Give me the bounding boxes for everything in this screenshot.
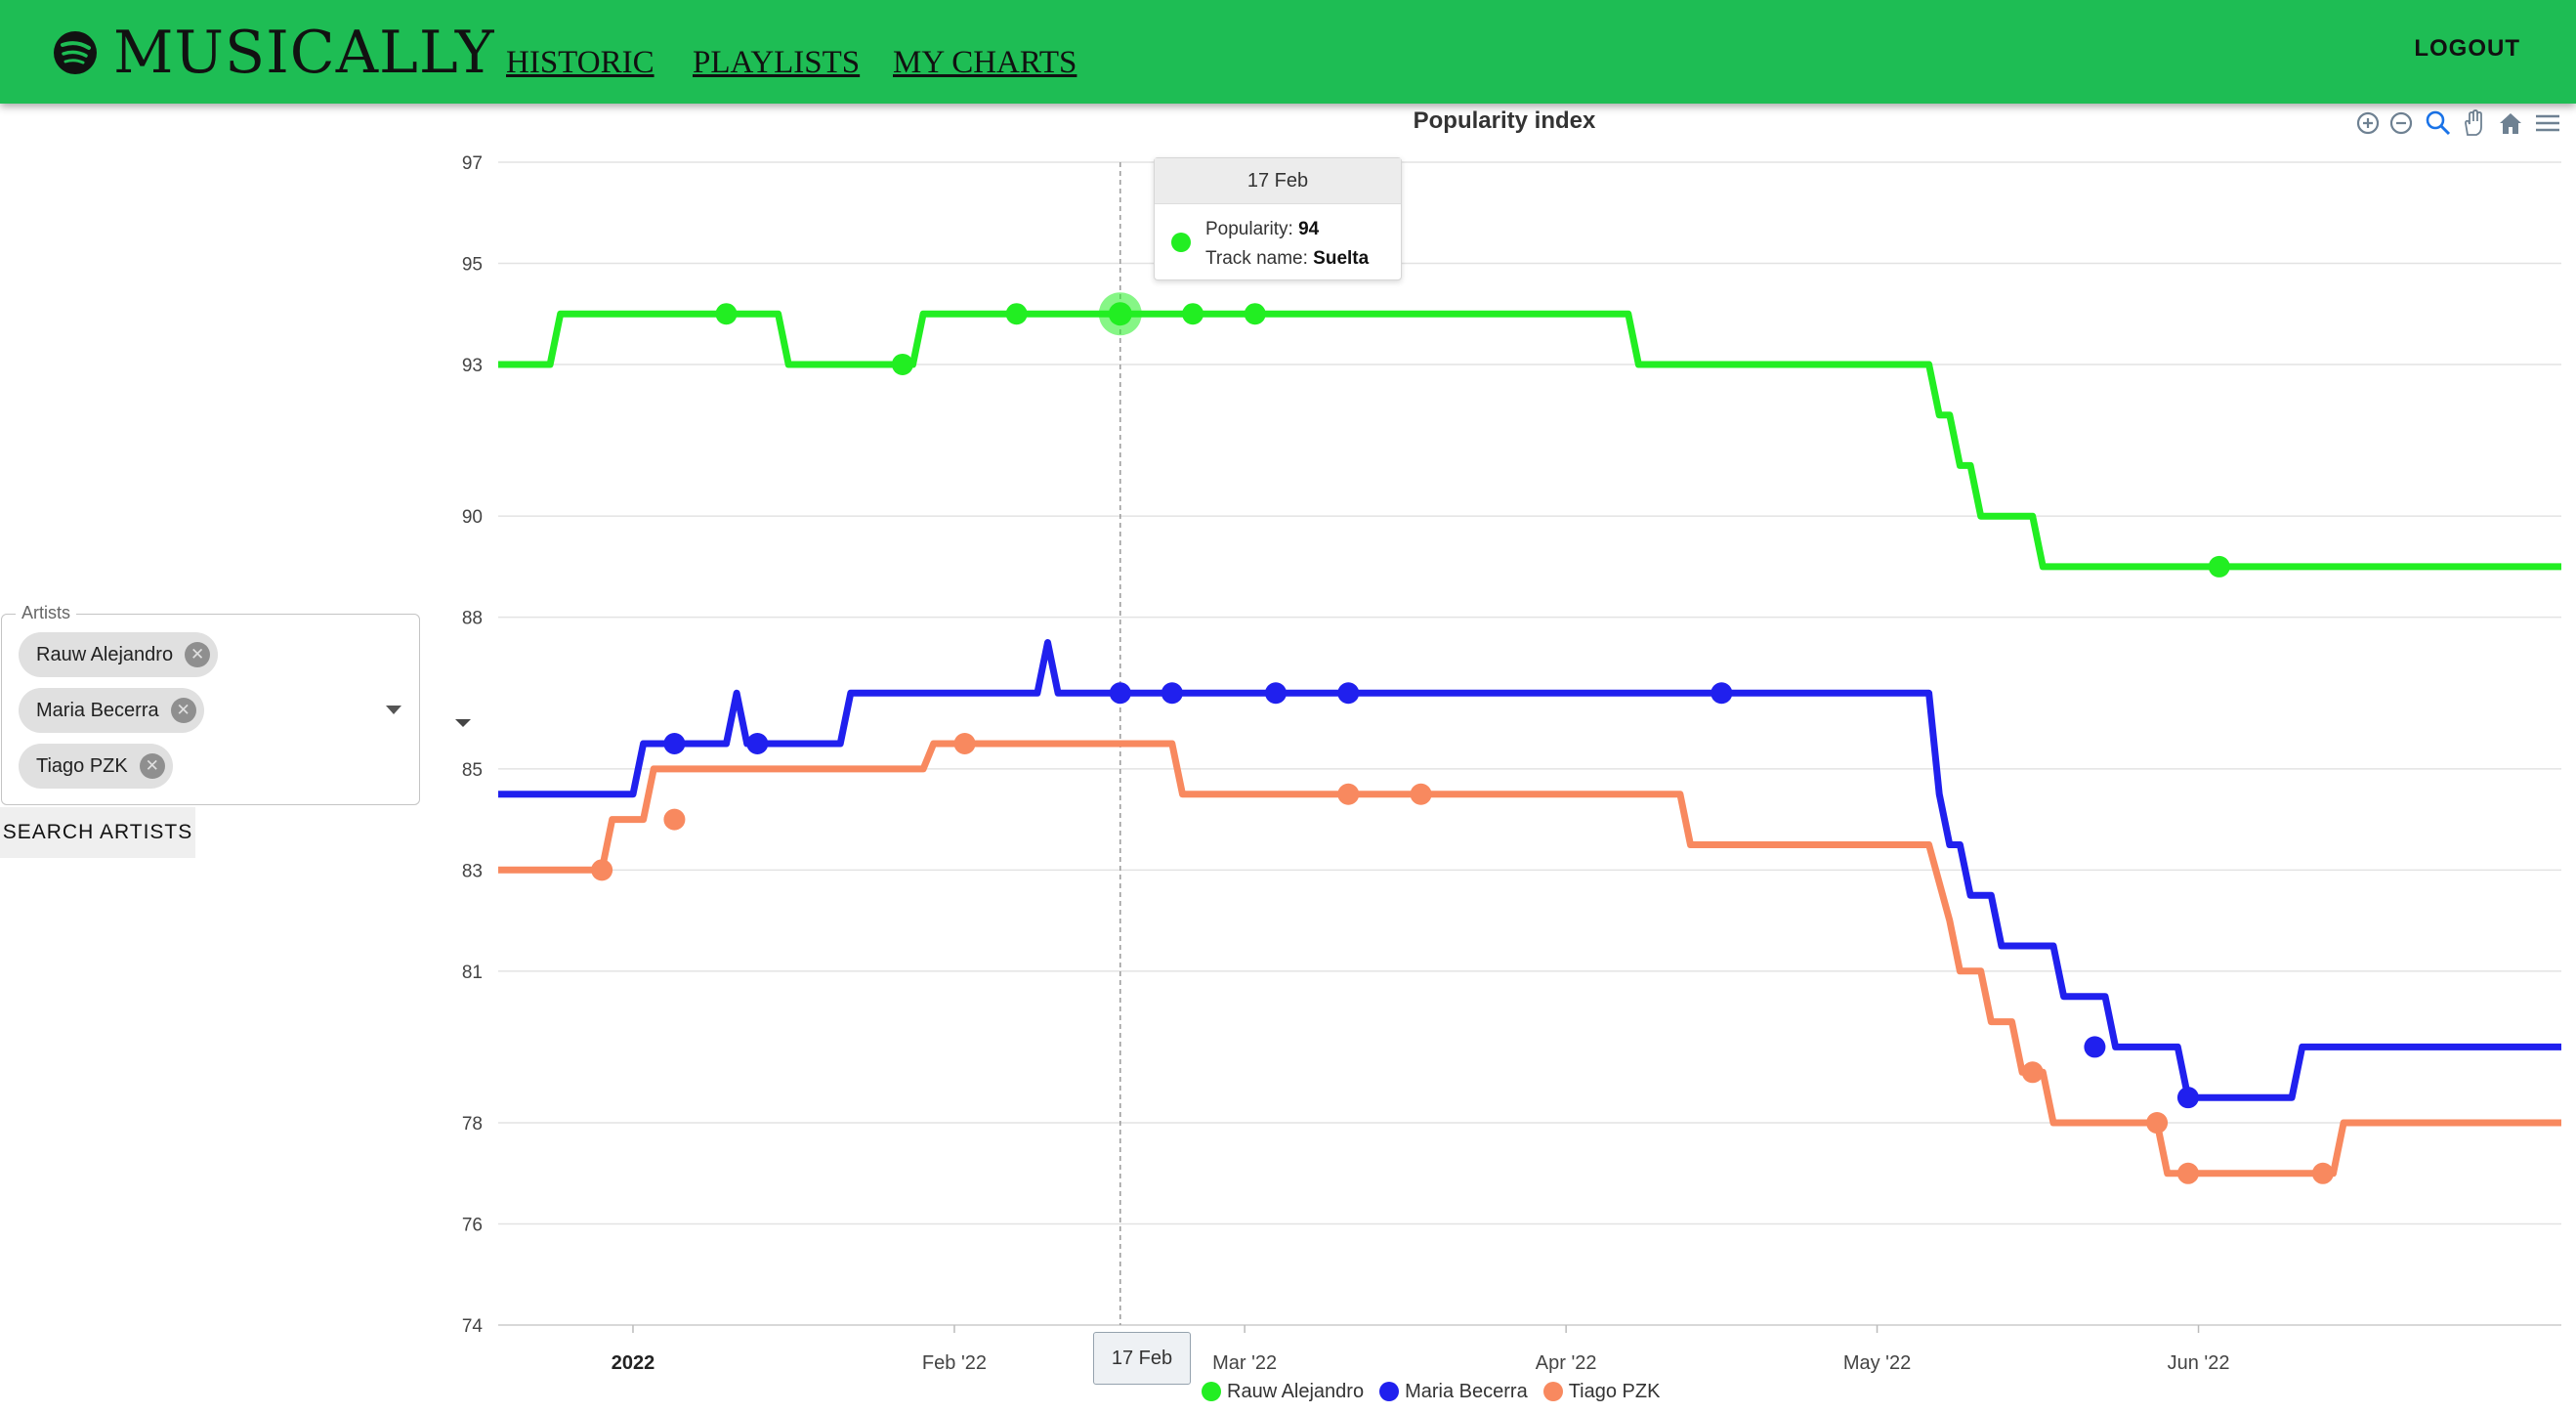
data-point-marker: [2176, 1087, 2199, 1109]
x-tick-label: Jun '22: [2168, 1352, 2230, 1374]
legend-marker: [1202, 1382, 1221, 1401]
data-point-marker: [715, 303, 738, 325]
logout-button[interactable]: LOGOUT: [2414, 35, 2520, 62]
dropdown-arrow-icon[interactable]: [386, 706, 401, 714]
home-reset-icon[interactable]: [2497, 109, 2524, 137]
nav-my-charts-link[interactable]: MY CHARTS: [893, 45, 1077, 80]
chart-title: Popularity index: [1413, 107, 1596, 134]
tooltip-date: 17 Feb: [1155, 158, 1401, 204]
legend-marker: [1542, 1382, 1563, 1401]
menu-icon[interactable]: [2534, 109, 2561, 137]
legend-label: Maria Becerra: [1405, 1380, 1528, 1402]
top-app-bar: MUSICALLY HISTORIC PLAYLISTS MY CHARTS L…: [0, 0, 2576, 104]
x-tick-label: May '22: [1843, 1352, 1911, 1374]
data-point-marker: [1337, 682, 1360, 705]
data-point-marker: [953, 733, 976, 754]
data-point-marker: [2311, 1162, 2334, 1184]
x-tick-label: Mar '22: [1212, 1352, 1277, 1374]
y-tick-label: 97: [462, 153, 483, 174]
data-point-marker: [663, 808, 686, 831]
y-tick-label: 76: [462, 1216, 483, 1236]
zoom-out-icon[interactable]: [2387, 109, 2415, 137]
data-point-marker: [1244, 303, 1266, 325]
data-point-marker: [1337, 783, 1360, 805]
data-point-marker: [746, 733, 769, 754]
y-tick-label: 83: [462, 861, 483, 881]
data-point-marker: [2176, 1162, 2199, 1184]
series-line-maria-becerra: [498, 639, 2561, 1101]
x-tick-label: 2022: [612, 1352, 655, 1374]
nav-playlists-link[interactable]: PLAYLISTS: [693, 45, 861, 80]
artist-chip-rauw-alejandro: Rauw Alejandro ✕: [19, 632, 219, 677]
chart-legend: Rauw Alejandro Maria Becerra Tiago PZK: [1202, 1378, 1660, 1405]
remove-chip-icon[interactable]: ✕: [185, 642, 211, 667]
series-line-rauw-alejandro: [498, 310, 2561, 571]
data-point-marker: [1161, 682, 1183, 705]
y-tick-label: 88: [462, 609, 483, 629]
crosshair-x-label: 17 Feb: [1093, 1332, 1191, 1385]
artists-select-field[interactable]: Artists Rauw Alejandro ✕ Maria Becerra ✕…: [1, 603, 420, 805]
collapse-arrow-icon[interactable]: [455, 719, 471, 727]
selection-zoom-icon[interactable]: [2425, 109, 2452, 137]
artist-chip-tiago-pzk: Tiago PZK ✕: [19, 744, 173, 789]
data-point-marker: [1005, 303, 1028, 325]
tooltip-track-row: Track name: Suelta: [1205, 248, 1369, 270]
data-point-marker: [2208, 555, 2230, 578]
data-point-marker: [2084, 1036, 2106, 1058]
zoom-in-icon[interactable]: [2354, 109, 2382, 137]
data-point-marker: [2021, 1061, 2044, 1084]
y-tick-label: 85: [462, 760, 483, 781]
y-tick-label: 90: [462, 507, 483, 528]
y-tick-label: 78: [462, 1114, 483, 1135]
legend-item-rauw-alejandro[interactable]: Rauw Alejandro: [1202, 1378, 1364, 1405]
tooltip-track-value: Suelta: [1313, 248, 1370, 269]
remove-chip-icon[interactable]: ✕: [170, 698, 196, 723]
data-point-marker: [1710, 682, 1733, 705]
y-tick-label: 74: [462, 1316, 484, 1337]
remove-chip-icon[interactable]: ✕: [139, 753, 165, 779]
legend-label: Tiago PZK: [1568, 1380, 1661, 1402]
tooltip-popularity-row: Popularity: 94: [1205, 219, 1319, 240]
x-tick-label: Feb '22: [922, 1352, 987, 1374]
artist-chip-label: Maria Becerra: [36, 699, 159, 721]
legend-item-maria-becerra[interactable]: Maria Becerra: [1379, 1378, 1528, 1405]
data-point-marker: [2146, 1112, 2169, 1135]
tooltip-popularity-label: Popularity:: [1205, 219, 1293, 239]
nav-historic-link[interactable]: HISTORIC: [506, 45, 655, 80]
data-point-marker: [1109, 682, 1131, 705]
artist-chip-label: Rauw Alejandro: [36, 643, 174, 665]
series-line-tiago-pzk: [498, 740, 2561, 1178]
legend-label: Rauw Alejandro: [1227, 1380, 1365, 1402]
data-point-marker: [663, 733, 686, 754]
tooltip-track-label: Track name:: [1205, 248, 1308, 269]
data-point-marker: [591, 859, 613, 881]
tooltip-series-marker: [1171, 233, 1191, 252]
data-point-marker: [1410, 783, 1432, 805]
x-tick-label: Apr '22: [1536, 1352, 1597, 1374]
chart-tooltip: 17 Feb Popularity: 94 Track name: Suelta: [1154, 157, 1402, 280]
hovered-point-core: [1108, 302, 1132, 326]
artists-field-label: Artists: [16, 603, 77, 623]
artist-chip-maria-becerra: Maria Becerra ✕: [19, 688, 204, 733]
brand-title[interactable]: MUSICALLY: [113, 19, 495, 87]
y-tick-label: 93: [462, 356, 483, 376]
data-point-marker: [1182, 303, 1204, 325]
tooltip-popularity-value: 94: [1298, 219, 1320, 239]
y-tick-label: 95: [462, 254, 483, 275]
legend-marker: [1379, 1382, 1400, 1401]
pan-hand-icon[interactable]: [2460, 109, 2487, 137]
legend-item-tiago-pzk[interactable]: Tiago PZK: [1542, 1378, 1661, 1405]
data-point-marker: [1264, 682, 1287, 705]
data-point-marker: [891, 353, 913, 375]
y-tick-label: 81: [462, 963, 483, 983]
spotify-logo-icon[interactable]: [53, 30, 98, 75]
artist-chip-label: Tiago PZK: [36, 754, 128, 777]
search-artists-button[interactable]: SEARCH ARTISTS: [0, 807, 195, 858]
